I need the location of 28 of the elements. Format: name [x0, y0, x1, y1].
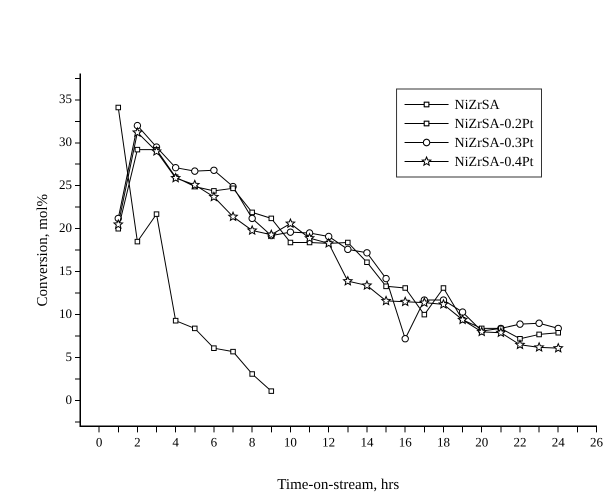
- y-tick-label: 35: [59, 91, 72, 106]
- legend-label: NiZrSA-0.2Pt: [454, 117, 534, 132]
- x-tick-label: 6: [210, 434, 218, 450]
- x-axis-title: Time-on-stream, hrs: [277, 476, 400, 493]
- y-axis-title: Conversion, mol%: [34, 194, 51, 306]
- x-tick-label: 22: [513, 434, 526, 450]
- y-tick-label: 30: [59, 134, 72, 150]
- x-tick-label: 14: [360, 434, 374, 450]
- legend-label: NiZrSA-0.3Pt: [454, 136, 534, 152]
- y-tick-label: 15: [59, 263, 72, 278]
- x-tick-label: 18: [436, 434, 450, 450]
- y-tick-label: 20: [59, 220, 72, 236]
- y-tick-label: 10: [59, 306, 72, 322]
- legend-label: NiZrSA: [454, 98, 501, 114]
- x-tick-label: 26: [590, 434, 604, 450]
- x-tick-label: 20: [475, 434, 488, 450]
- y-tick-label: 0: [66, 392, 72, 408]
- x-tick-label: 4: [172, 434, 180, 450]
- x-tick-label: 16: [398, 434, 412, 450]
- x-tick-label: 12: [322, 434, 336, 450]
- x-tick-label: 0: [96, 434, 102, 450]
- legend-label: NiZrSA-0.4Pt: [454, 155, 534, 170]
- y-tick-label: 25: [59, 177, 72, 192]
- y-tick-label: 5: [66, 349, 72, 364]
- x-tick-label: 8: [248, 434, 256, 450]
- x-tick-label: 24: [552, 434, 566, 450]
- x-tick-label: 10: [284, 434, 297, 450]
- x-tick-label: 2: [134, 434, 141, 450]
